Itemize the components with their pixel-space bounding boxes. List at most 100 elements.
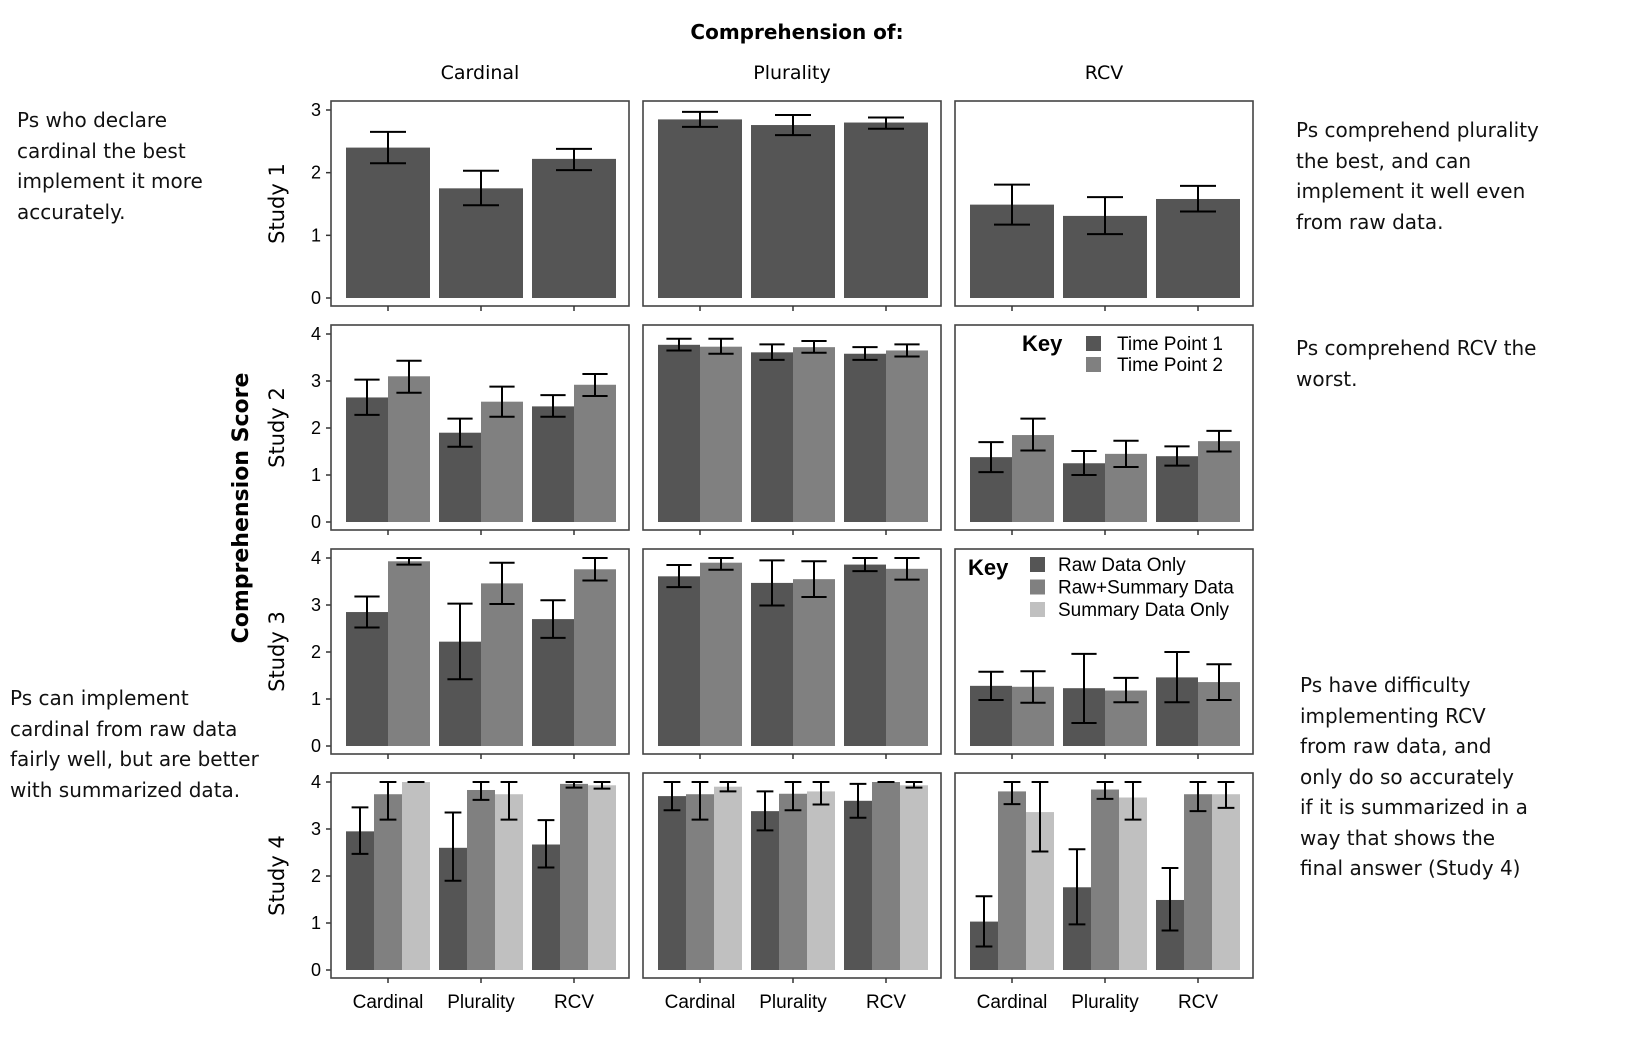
bar [807,791,835,970]
bar [1156,198,1240,298]
legend-swatch [1030,557,1045,572]
x-tick-label: Cardinal [665,992,736,1013]
bar [886,568,928,746]
x-tick-label: RCV [866,992,906,1013]
column-header: Plurality [753,62,830,84]
bar [844,122,928,299]
bar [700,562,742,746]
bar [532,619,574,746]
bar [402,782,430,970]
y-tick-label: 0 [311,736,321,756]
x-tick-label: Plurality [1071,992,1139,1013]
annotation-top-left: Ps who declare cardinal the best impleme… [17,108,203,224]
y-tick-label: 3 [311,100,321,120]
annotation-mid-right: Ps comprehend RCV the worst. [1296,336,1537,391]
y-tick-label: 2 [311,418,321,438]
bar [495,794,523,970]
bar [374,794,402,970]
bar [658,344,700,522]
legend-label: Time Point 1 [1117,334,1223,355]
y-tick-label: 3 [311,819,321,839]
legend-swatch [1030,579,1045,595]
y-tick-label: 2 [311,163,321,183]
bar [751,352,793,522]
x-tick-label: RCV [554,992,594,1013]
bar [998,791,1026,970]
y-tick-label: 3 [311,595,321,615]
bar [844,564,886,746]
bar [793,579,835,746]
bar [844,353,886,522]
y-tick-label: 3 [311,371,321,391]
y-tick-label: 0 [311,960,321,980]
bar [467,789,495,970]
bar [844,800,872,970]
bar [532,158,616,298]
bar [793,347,835,522]
x-tick-label: Cardinal [353,992,424,1013]
column-header: RCV [1085,62,1124,84]
row-label: Study 3 [265,611,289,692]
legend-title: Key [968,555,1009,580]
bar [886,350,928,522]
bar [1156,456,1198,522]
bar [714,786,742,970]
bar [481,583,523,746]
y-tick-label: 1 [311,465,321,485]
bar [574,569,616,746]
bar [686,794,714,970]
y-tick-label: 1 [311,913,321,933]
bar [346,612,388,746]
x-tick-label: Plurality [447,992,515,1013]
x-tick-label: Plurality [759,992,827,1013]
bar [900,785,928,970]
annotation-top-right: Ps comprehend plurality the best, and ca… [1296,118,1539,234]
bar [388,561,430,746]
bar [1119,797,1147,970]
y-tick-label: 2 [311,866,321,886]
chart-title: Comprehension of: [690,20,903,44]
bar [1091,789,1119,970]
legend-label: Raw+Summary Data [1058,578,1234,599]
bar [481,401,523,522]
legend-label: Raw Data Only [1058,555,1186,576]
bar [751,125,835,298]
y-tick-label: 1 [311,225,321,245]
legend-label: Summary Data Only [1058,600,1230,621]
bar [388,376,430,522]
bar [872,782,900,970]
bar [658,576,700,746]
bar [700,346,742,522]
bar [751,582,793,746]
bar [588,785,616,970]
annotation-bottom-right: Ps have difficulty implementing RCV from… [1300,673,1528,880]
row-label: Study 1 [265,163,289,244]
column-header: Cardinal [441,62,520,84]
y-tick-label: 1 [311,689,321,709]
legend-swatch [1030,602,1045,617]
legend-label: Time Point 2 [1117,355,1223,376]
bar [751,811,779,970]
annotation-bottom-left: Ps can implement cardinal from raw data … [10,686,259,802]
bar [439,188,523,298]
bar [1198,441,1240,522]
y-tick-label: 4 [311,324,321,344]
bar [346,147,430,298]
y-tick-label: 4 [311,548,321,568]
bar [1184,794,1212,970]
bar [1212,794,1240,970]
bar [658,119,742,299]
bar [560,783,588,970]
row-label: Study 2 [265,387,289,468]
bar [346,397,388,522]
y-tick-label: 0 [311,288,321,308]
legend-title: Key [1022,331,1063,356]
legend-swatch [1086,357,1101,372]
bar [658,796,686,970]
bar [574,384,616,522]
bar [779,793,807,970]
y-tick-label: 4 [311,772,321,792]
y-axis-label: Comprehension Score [229,373,254,644]
x-tick-label: Cardinal [977,992,1048,1013]
